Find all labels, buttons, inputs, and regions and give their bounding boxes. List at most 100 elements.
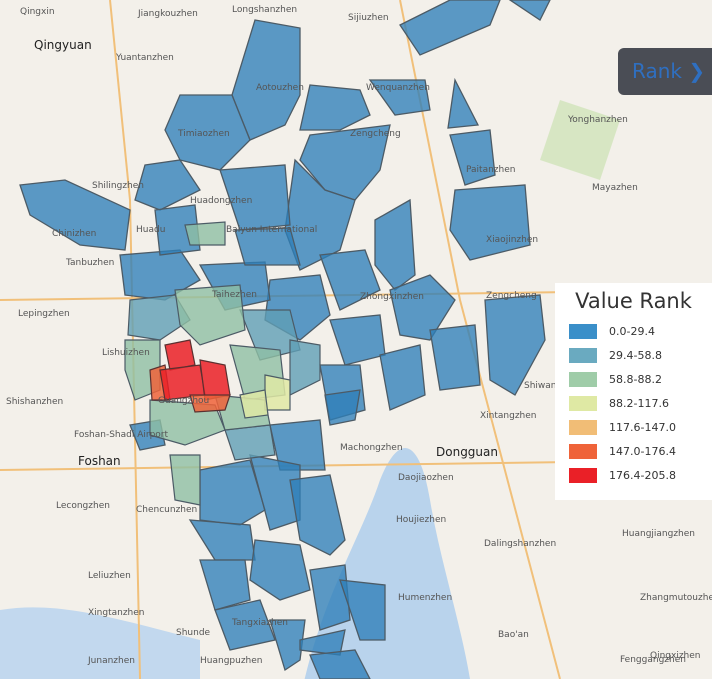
legend-swatch — [569, 467, 597, 483]
region — [449, 129, 496, 186]
legend-swatch — [569, 419, 597, 435]
place-label: Bao'an — [498, 630, 529, 640]
place-label: Dongguan — [436, 445, 498, 459]
place-label: Huangjiangzhen — [622, 529, 695, 539]
region — [174, 284, 246, 346]
region — [374, 198, 416, 291]
legend-title: Value Rank — [575, 289, 692, 313]
region — [299, 84, 371, 131]
place-label: Huadu — [136, 225, 165, 235]
legend-label: 88.2-117.6 — [609, 396, 669, 410]
place-label: Qingyuan — [34, 38, 92, 52]
place-label: Junanzhen — [87, 656, 135, 666]
legend-items: 0.0-29.4 29.4-58.8 58.8-88.2 88.2-117.6 117.… — [555, 319, 712, 487]
place-label: Lecongzhen — [56, 501, 110, 511]
park — [540, 100, 620, 180]
place-label: Xiaojinzhen — [486, 235, 538, 245]
regions — [19, 0, 551, 679]
place-label: Huadongzhen — [190, 196, 252, 206]
place-label: Fenggangzhen — [620, 655, 686, 665]
button-label: Rank — [632, 59, 682, 83]
place-label: Shilingzhen — [92, 181, 144, 191]
region — [309, 564, 351, 631]
place-label: Xingtanzhen — [88, 608, 145, 618]
legend-item: 58.8-88.2 — [569, 367, 712, 391]
region — [329, 314, 386, 366]
region — [289, 339, 321, 396]
region — [269, 419, 326, 471]
place-label: Foshan-Shadi Airport — [74, 430, 169, 440]
place-label: Shishanzhen — [6, 397, 63, 407]
place-label: Zengcheng — [350, 129, 401, 139]
place-label: Yonghanzhen — [567, 115, 628, 125]
region — [264, 374, 291, 411]
region — [368, 79, 431, 116]
region — [269, 619, 306, 672]
place-label: Zengcheng — [486, 291, 537, 301]
region — [219, 164, 291, 231]
place-label: Timiaozhen — [177, 129, 230, 139]
region — [164, 339, 196, 371]
place-label: Baiyun International — [226, 225, 317, 235]
place-label: Mayazhen — [592, 183, 638, 193]
region — [19, 179, 131, 251]
legend-item: 117.6-147.0 — [569, 415, 712, 439]
road — [109, 0, 141, 679]
legend-item: 29.4-58.8 — [569, 343, 712, 367]
place-label: Guangzhou — [158, 396, 209, 406]
place-label: Chencunzhen — [136, 505, 197, 515]
legend-item: 147.0-176.4 — [569, 439, 712, 463]
place-label: Jiangkouzhen — [137, 9, 198, 19]
region — [484, 294, 546, 396]
place-label: Sijiuzhen — [348, 13, 389, 23]
place-label: Leliuzhen — [88, 571, 131, 581]
region — [184, 221, 226, 246]
region — [319, 249, 381, 311]
legend-swatch — [569, 395, 597, 411]
region — [379, 344, 426, 411]
region — [199, 459, 266, 526]
legend-label: 58.8-88.2 — [609, 372, 662, 386]
place-label: Zhangmutouzhen — [640, 593, 712, 603]
region — [234, 227, 301, 266]
place-label: Machongzhen — [340, 443, 403, 453]
legend-swatch — [569, 371, 597, 387]
place-label: Huangpuzhen — [200, 656, 263, 666]
place-label: Zhongxinzhen — [360, 292, 424, 302]
region — [127, 294, 191, 341]
legend-item: 88.2-117.6 — [569, 391, 712, 415]
region — [188, 519, 256, 561]
place-label: Humenzhen — [398, 593, 452, 603]
place-label: Qingxin — [20, 7, 55, 17]
legend-label: 117.6-147.0 — [609, 420, 676, 434]
region — [508, 0, 551, 21]
region — [339, 579, 386, 641]
legend-label: 176.4-205.8 — [609, 468, 676, 482]
place-label: Shiwan — [524, 381, 557, 391]
rank-button[interactable]: Rank ❯ — [618, 48, 712, 95]
region — [389, 274, 456, 341]
place-label: Chinizhen — [52, 229, 96, 239]
place-label: Dalingshanzhen — [484, 539, 556, 549]
region — [309, 649, 371, 679]
labels: Qingxin Jiangkouzhen Longshanzhen Sijiuz… — [6, 5, 712, 666]
place-label: Lishuizhen — [102, 348, 150, 358]
region — [169, 454, 201, 506]
region — [447, 77, 480, 129]
place-label: Lepingzhen — [18, 309, 70, 319]
place-label: Aotouzhen — [256, 83, 304, 93]
legend: Value Rank 0.0-29.4 29.4-58.8 58.8-88.2 88.… — [555, 283, 712, 500]
river — [0, 607, 200, 679]
place-label: Daojiaozhen — [398, 473, 454, 483]
region — [199, 359, 231, 401]
region — [239, 389, 269, 419]
region — [324, 389, 361, 426]
region — [249, 539, 311, 601]
region — [289, 474, 346, 556]
legend-swatch — [569, 347, 597, 363]
legend-item: 176.4-205.8 — [569, 463, 712, 487]
place-label: Foshan — [78, 454, 121, 468]
place-label: Houjiezhen — [396, 515, 446, 525]
